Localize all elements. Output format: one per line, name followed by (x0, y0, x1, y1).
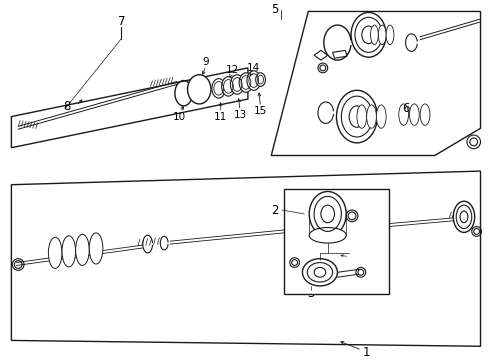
Ellipse shape (62, 236, 76, 267)
Ellipse shape (378, 25, 386, 45)
Ellipse shape (308, 192, 346, 236)
Ellipse shape (347, 213, 361, 244)
Ellipse shape (89, 233, 102, 264)
Ellipse shape (419, 104, 429, 125)
Ellipse shape (336, 90, 377, 143)
Text: 1: 1 (362, 346, 369, 359)
Ellipse shape (221, 77, 235, 96)
Text: 7: 7 (118, 15, 125, 28)
Text: 12: 12 (225, 65, 239, 75)
Ellipse shape (211, 78, 225, 98)
Ellipse shape (187, 75, 210, 104)
Ellipse shape (366, 105, 376, 128)
Text: 15: 15 (253, 106, 266, 116)
Text: 14: 14 (246, 63, 260, 73)
Ellipse shape (302, 259, 337, 286)
Ellipse shape (356, 105, 366, 128)
Ellipse shape (334, 215, 347, 246)
Ellipse shape (48, 237, 62, 269)
Text: 2: 2 (271, 203, 279, 216)
Polygon shape (11, 171, 480, 346)
Polygon shape (271, 12, 480, 156)
Text: 10: 10 (173, 112, 186, 122)
Ellipse shape (246, 71, 260, 90)
Ellipse shape (320, 216, 334, 247)
Ellipse shape (370, 25, 378, 45)
Text: 9: 9 (203, 57, 209, 67)
Text: 6: 6 (401, 102, 408, 115)
Text: 11: 11 (214, 112, 227, 122)
Polygon shape (11, 68, 247, 148)
Text: 8: 8 (63, 100, 70, 113)
Ellipse shape (308, 228, 346, 243)
Text: 4: 4 (349, 250, 357, 263)
Text: 3: 3 (307, 287, 314, 300)
Text: 5: 5 (271, 3, 278, 16)
Text: 13: 13 (233, 110, 246, 120)
Ellipse shape (408, 104, 418, 125)
Ellipse shape (239, 73, 252, 92)
Ellipse shape (350, 13, 386, 57)
Ellipse shape (376, 105, 386, 128)
Ellipse shape (452, 201, 474, 233)
Ellipse shape (386, 25, 393, 45)
Ellipse shape (255, 73, 265, 86)
Bar (284, 189, 388, 294)
Ellipse shape (230, 75, 244, 94)
Ellipse shape (398, 104, 407, 125)
Ellipse shape (306, 218, 320, 249)
Ellipse shape (76, 234, 89, 265)
